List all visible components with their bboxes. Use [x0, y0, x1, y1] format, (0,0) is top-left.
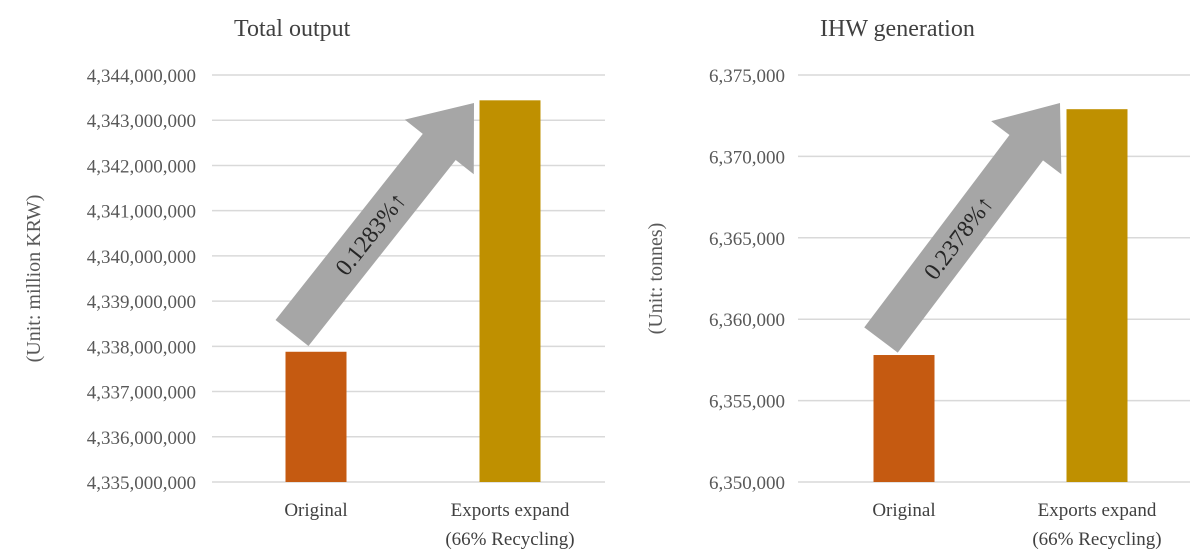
x-category-label: (66% Recycling)	[1032, 529, 1161, 550]
y-tick-label: 4,335,000,000	[87, 473, 196, 494]
growth-arrow: 0.1283%↑	[275, 102, 475, 347]
y-tick-label: 6,375,000	[709, 66, 785, 87]
bar-exports-expand	[479, 100, 541, 482]
bar-exports-expand	[1066, 109, 1128, 483]
y-tick-label: 4,339,000,000	[87, 292, 196, 313]
y-axis-label: (Unit: tonnes)	[645, 223, 667, 335]
y-tick-label: 4,343,000,000	[87, 111, 196, 132]
y-tick-label: 4,341,000,000	[87, 202, 196, 223]
y-tick-label: 6,355,000	[709, 392, 785, 413]
y-tick-label: 4,337,000,000	[87, 383, 196, 404]
x-category-label: Exports expand	[1038, 500, 1157, 521]
x-category-label: Original	[872, 500, 935, 521]
y-tick-label: 6,365,000	[709, 229, 785, 250]
bar-original	[873, 355, 935, 482]
chart-panel-2: IHW generation 6,350,000 6,355,000 6,360,00…	[645, 16, 1190, 550]
arrow-shape	[864, 103, 1062, 353]
arrow-shape	[275, 102, 475, 347]
y-tick-label: 4,344,000,000	[87, 66, 196, 87]
y-tick-label: 6,360,000	[709, 310, 785, 331]
y-tick-label: 4,340,000,000	[87, 247, 196, 268]
y-tick-label: 4,338,000,000	[87, 337, 196, 358]
x-category-label: (66% Recycling)	[445, 529, 574, 550]
chart-panel-1: Total output 4,335,000,000 4,336,000,000 4,…	[23, 16, 605, 550]
x-category-label: Original	[284, 500, 347, 521]
x-category-label: Exports expand	[451, 500, 570, 521]
bar-original	[285, 351, 347, 482]
chart-title: IHW generation	[820, 16, 975, 42]
chart-title: Total output	[234, 16, 351, 42]
growth-arrow: 0.2378%↑	[864, 103, 1062, 353]
y-tick-label: 6,350,000	[709, 473, 785, 494]
y-tick-label: 6,370,000	[709, 147, 785, 168]
y-tick-label: 4,342,000,000	[87, 156, 196, 177]
y-tick-label: 4,336,000,000	[87, 428, 196, 449]
y-axis-label: (Unit: million KRW)	[23, 195, 45, 363]
